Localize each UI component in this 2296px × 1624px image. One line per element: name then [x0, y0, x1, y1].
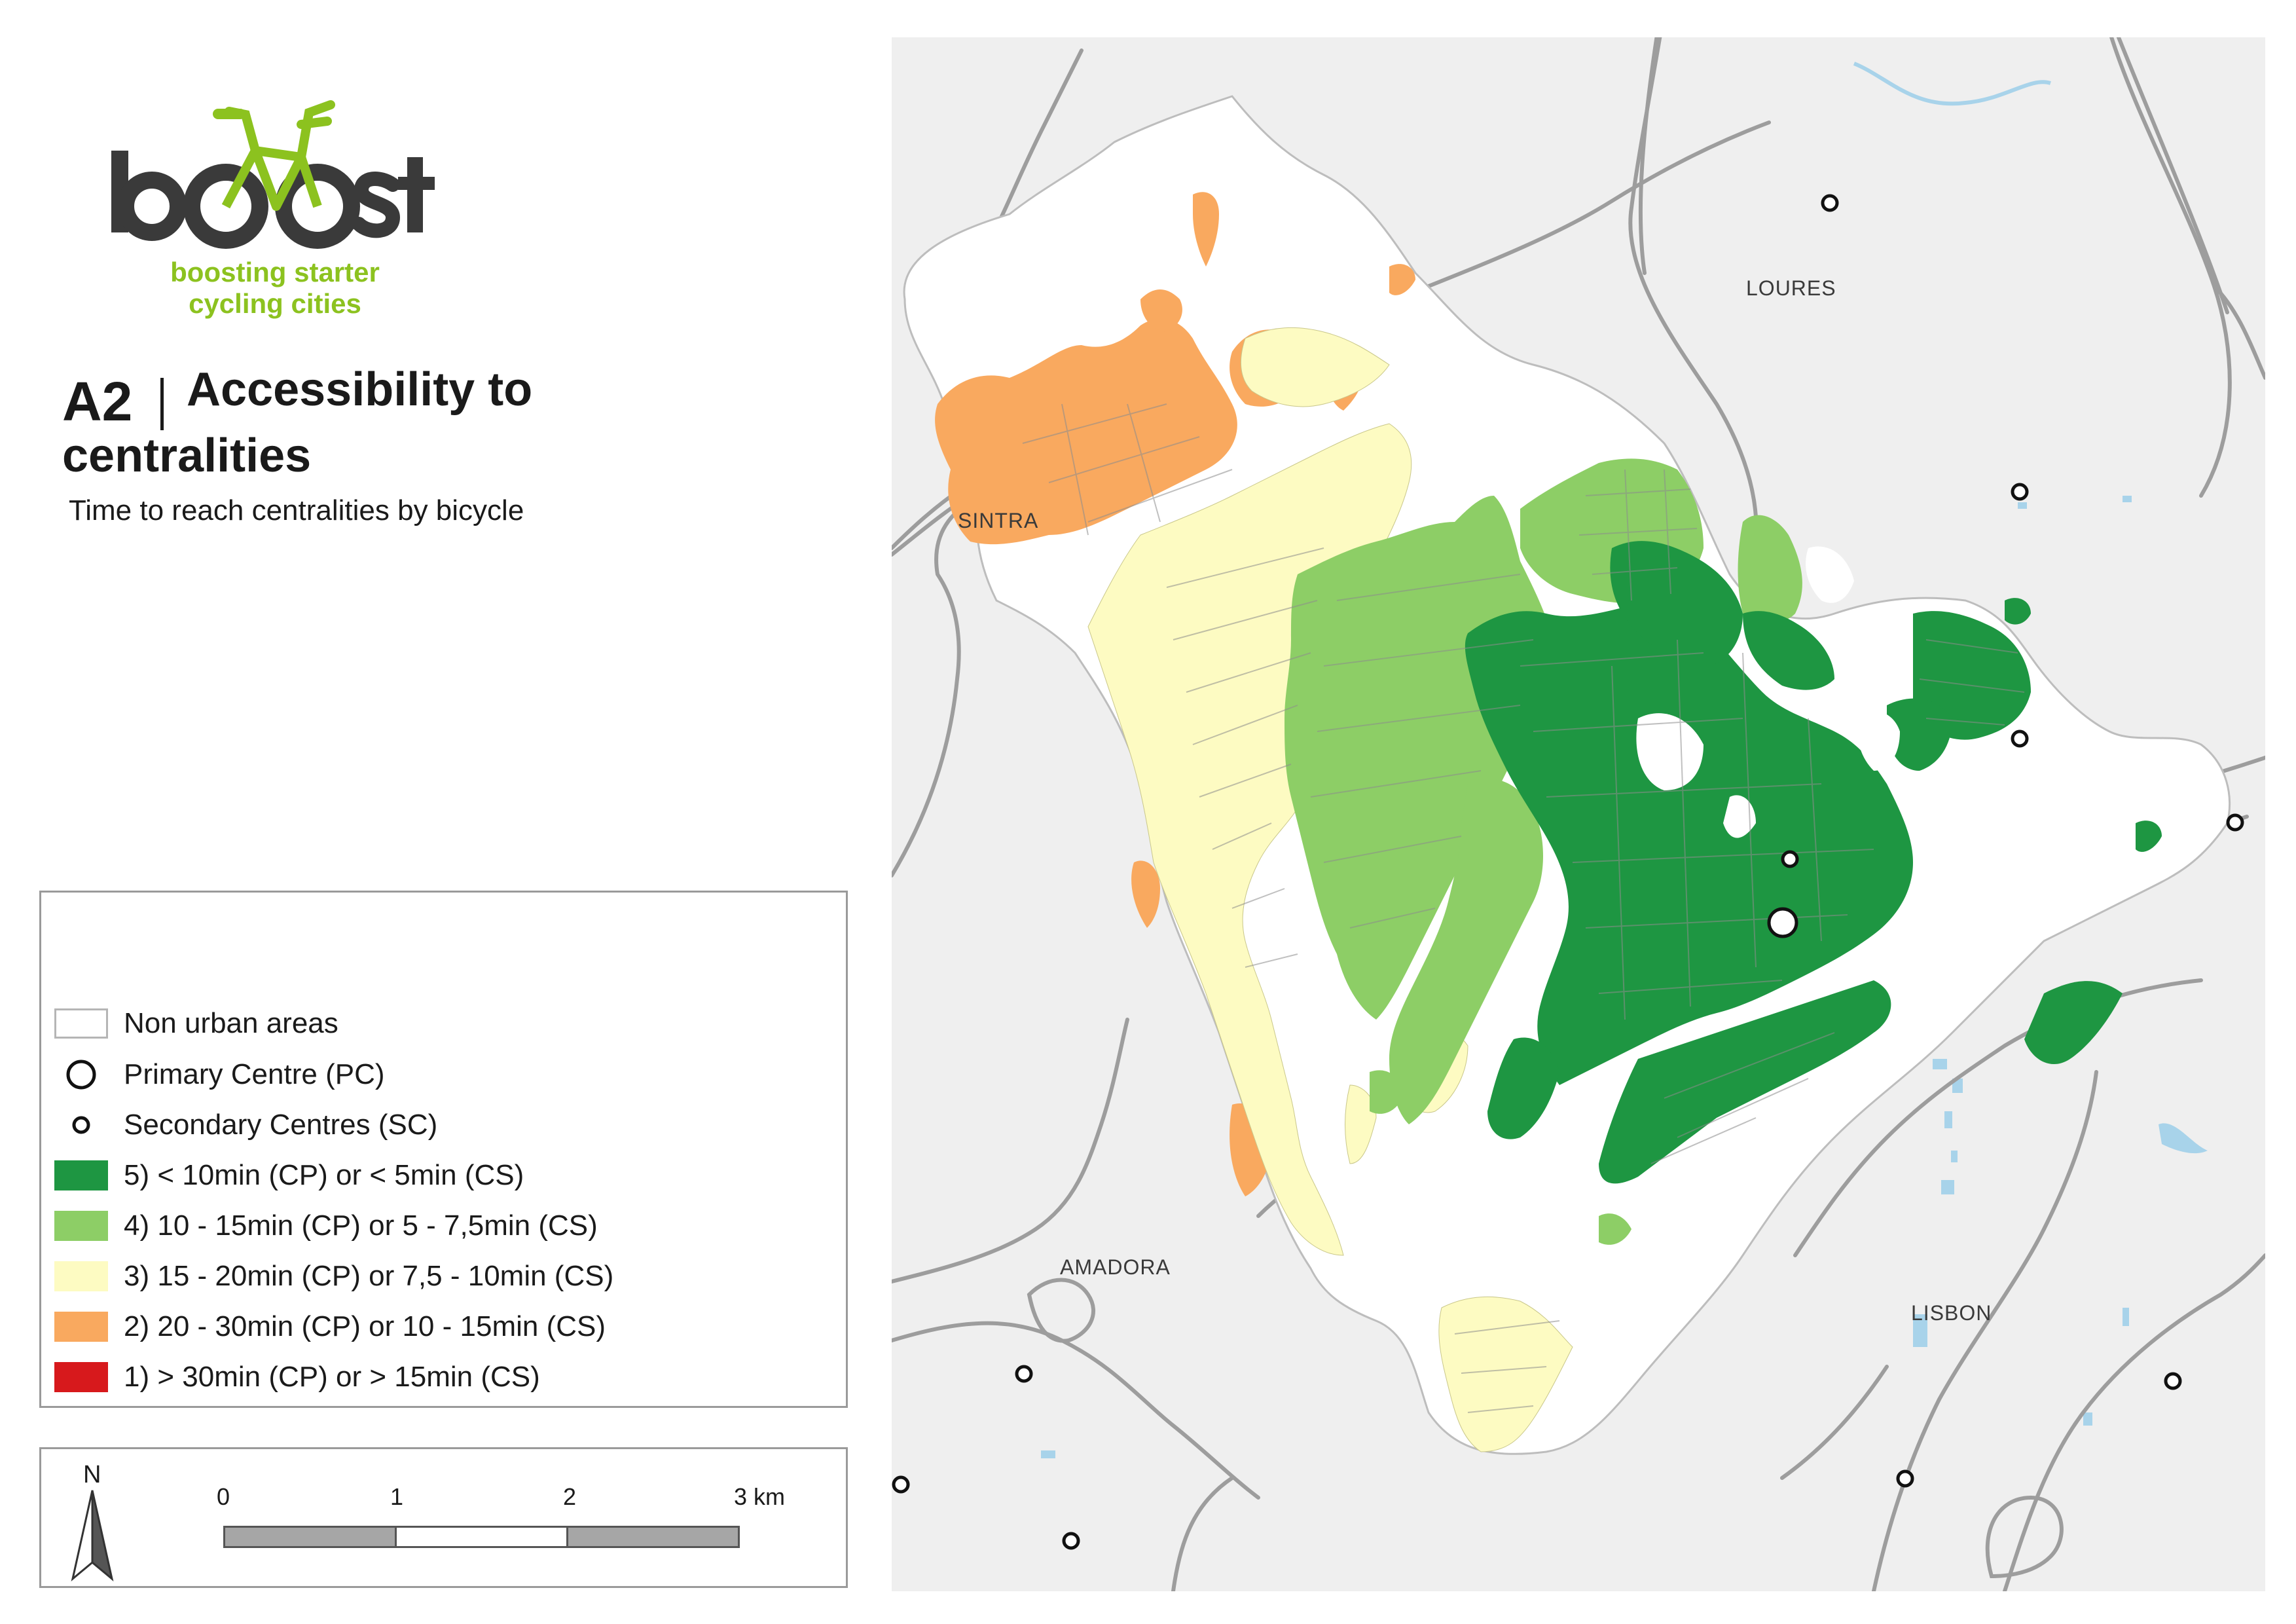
legend-label: Secondary Centres (SC) [124, 1109, 438, 1141]
page-title: Accessibility to [187, 363, 533, 416]
scale-segment-2 [395, 1526, 568, 1548]
legend-swatch-non-urban [54, 1008, 108, 1039]
scale-tick-1: 1 [390, 1483, 404, 1510]
zone-class-5 [1465, 541, 2162, 1184]
title-separator [160, 378, 164, 430]
legend-item-class-1: 1) > 30min (CP) or > 15min (CS) [54, 1357, 540, 1397]
legend-label: 1) > 30min (CP) or > 15min (CS) [124, 1361, 540, 1393]
map-canvas[interactable] [892, 37, 2265, 1591]
place-label-sintra: SINTRA [958, 509, 1039, 532]
secondary-centre-marker [1015, 1365, 1033, 1383]
secondary-centre-marker [2011, 729, 2029, 748]
legend-panel: Non urban areas Primary Centre (PC) Seco… [39, 891, 848, 1408]
logo-tagline-line1: boosting starter [170, 257, 380, 287]
scale-segment-1 [223, 1526, 397, 1548]
secondary-centre-marker [1781, 850, 1799, 868]
secondary-centre-marker [1062, 1532, 1080, 1550]
north-arrow-label: N [83, 1461, 101, 1488]
scale-tick-0: 0 [217, 1483, 230, 1510]
secondary-centre-marker [2226, 813, 2244, 832]
secondary-centre-marker [1896, 1469, 1914, 1488]
secondary-centre-marker [2011, 483, 2029, 501]
street-grid [1022, 403, 2025, 1413]
legend-item-class-3: 3) 15 - 20min (CP) or 7,5 - 10min (CS) [54, 1257, 613, 1296]
legend-label: 4) 10 - 15min (CP) or 5 - 7,5min (CS) [124, 1209, 598, 1242]
legend-item-non-urban: Non urban areas [54, 1004, 338, 1043]
legend-item-class-5: 5) < 10min (CP) or < 5min (CS) [54, 1156, 524, 1195]
map-code: A2 [62, 371, 133, 432]
primary-centre-icon [54, 1060, 108, 1090]
place-label-amadora: AMADORA [1060, 1255, 1171, 1279]
map-frame[interactable]: LOURES SINTRA AMADORA LISBON [892, 37, 2265, 1591]
scale-segment-3 [566, 1526, 740, 1548]
north-arrow-icon [71, 1490, 114, 1581]
legend-swatch-class-5 [54, 1160, 108, 1190]
legend-label: Non urban areas [124, 1007, 338, 1039]
north-arrow: N [67, 1461, 120, 1581]
legend-swatch-class-2 [54, 1312, 108, 1342]
legend-swatch-class-3 [54, 1261, 108, 1291]
legend-swatch-class-4 [54, 1211, 108, 1241]
scale-tick-3: 3 km [734, 1483, 786, 1510]
place-label-loures: LOURES [1746, 276, 1836, 300]
water-bodies [1041, 62, 2208, 1458]
legend-item-class-4: 4) 10 - 15min (CP) or 5 - 7,5min (CS) [54, 1206, 598, 1246]
secondary-centre-icon [54, 1110, 108, 1140]
secondary-centre-marker [1821, 194, 1839, 212]
page-title-line2: centralities [62, 430, 312, 482]
legend-label: 3) 15 - 20min (CP) or 7,5 - 10min (CS) [124, 1260, 614, 1292]
legend-item-class-2: 2) 20 - 30min (CP) or 10 - 15min (CS) [54, 1307, 606, 1346]
legend-label: 5) < 10min (CP) or < 5min (CS) [124, 1159, 524, 1191]
non-urban-patches [1636, 546, 1900, 838]
secondary-centre-marker [2164, 1372, 2182, 1390]
legend-label: Primary Centre (PC) [124, 1058, 385, 1090]
boost-logo: boosting starter cycling cities [105, 85, 445, 327]
scale-and-north-panel: N 0 1 2 3 km [39, 1447, 848, 1588]
secondary-centre-marker [892, 1475, 910, 1494]
place-label-lisbon: LISBON [1911, 1301, 1992, 1325]
primary-centre-marker [1767, 907, 1798, 938]
legend-item-secondary-centres: Secondary Centres (SC) [54, 1105, 437, 1145]
logo-tagline-line2: cycling cities [189, 288, 361, 319]
centres [892, 194, 2244, 1550]
legend-swatch-class-1 [54, 1362, 108, 1392]
legend-item-primary-centre: Primary Centre (PC) [54, 1055, 385, 1094]
scale-tick-2: 2 [563, 1483, 577, 1510]
boost-logo-graphic [111, 100, 435, 249]
legend-label: 2) 20 - 30min (CP) or 10 - 15min (CS) [124, 1310, 606, 1342]
page-subtitle: Time to reach centralities by bicycle [69, 494, 524, 526]
